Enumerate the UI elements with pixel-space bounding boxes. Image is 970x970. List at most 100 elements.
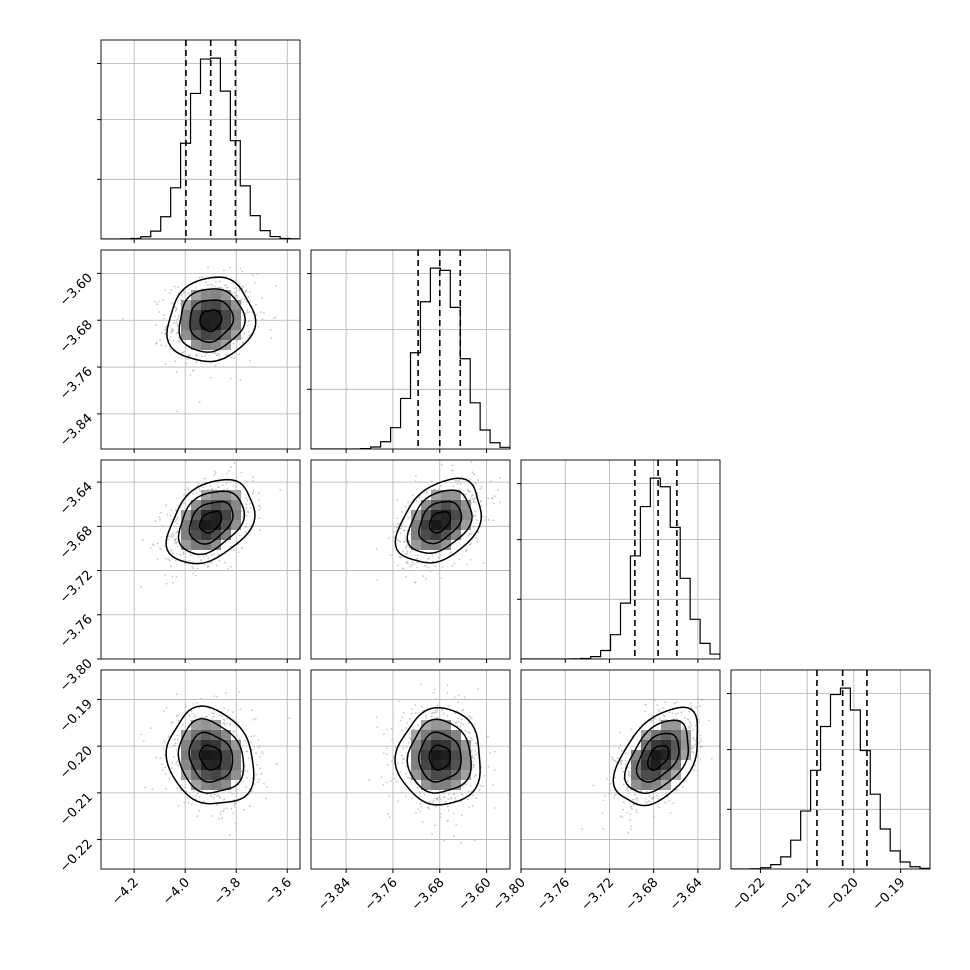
scatter-point <box>461 793 463 796</box>
scatter-point <box>230 466 232 468</box>
scatter-point <box>198 401 201 404</box>
density-cell <box>221 510 231 520</box>
x-tick-label: −3.84 <box>315 875 354 914</box>
x-tick-label: −0.21 <box>776 875 815 914</box>
scatter-point <box>474 723 476 726</box>
contour-3 <box>166 276 257 363</box>
density-cell <box>421 520 431 530</box>
scatter-point <box>409 565 412 568</box>
scatter-point <box>232 711 234 713</box>
scatter-point <box>407 517 410 520</box>
scatter-point <box>474 501 476 504</box>
scatter-point <box>227 709 230 712</box>
scatter-point <box>213 553 215 556</box>
scatter-point <box>627 792 630 795</box>
scatter-point <box>457 717 460 720</box>
scatter-point <box>173 744 176 747</box>
scatter-point <box>669 812 672 814</box>
scatter-point <box>202 800 205 803</box>
scatter-point <box>465 550 467 553</box>
scatter-point <box>172 552 174 555</box>
scatter-point <box>159 518 161 521</box>
scatter-point <box>434 565 437 567</box>
scatter-point <box>382 784 385 786</box>
scatter-point <box>696 769 699 772</box>
scatter-point <box>165 706 168 709</box>
contour-1 <box>418 731 462 783</box>
scatter-point <box>433 797 436 800</box>
scatter-point <box>162 710 165 713</box>
scatter-point <box>401 754 403 757</box>
scatter-point <box>440 463 443 466</box>
contour-1 <box>188 731 234 783</box>
scatter-point <box>428 566 430 569</box>
scatter-point <box>264 797 267 800</box>
density-cell <box>181 510 191 520</box>
scatter-point <box>492 502 495 505</box>
scatter-point <box>418 496 420 499</box>
scatter-point <box>187 489 190 491</box>
scatter-point <box>228 470 231 472</box>
scatter-point <box>175 763 177 765</box>
scatter-point <box>461 709 464 712</box>
scatter-point <box>431 801 434 803</box>
scatter-point <box>174 539 177 541</box>
scatter-point <box>657 798 660 800</box>
scatter-point <box>229 377 232 380</box>
density-cell <box>181 310 191 320</box>
scatter-point <box>270 337 273 339</box>
density-cell <box>421 540 431 550</box>
density-cell <box>451 530 461 540</box>
scatter-point <box>250 741 253 744</box>
scatter-point <box>396 538 398 541</box>
scatter-point <box>242 341 245 344</box>
scatter-point <box>189 554 192 556</box>
scatter-point <box>415 561 418 563</box>
scatter-point <box>396 499 399 502</box>
scatter-point <box>635 811 638 814</box>
scatter-point <box>389 554 392 557</box>
scatter-point <box>386 753 389 755</box>
scatter-point <box>665 792 667 794</box>
scatter-point <box>700 698 702 701</box>
scatter-point <box>242 780 245 783</box>
scatter-point <box>451 464 454 467</box>
x-tick-label: −3.72 <box>578 875 617 914</box>
scatter-point <box>671 712 674 715</box>
scatter-point <box>407 562 409 565</box>
scatter-point <box>218 357 221 360</box>
scatter-point <box>425 492 428 495</box>
scatter-point <box>167 558 170 561</box>
scatter-point <box>244 313 247 315</box>
scatter-point <box>436 709 439 712</box>
scatter-point <box>219 714 222 717</box>
scatter-point <box>404 505 407 508</box>
scatter-point <box>631 807 633 810</box>
scatter-point <box>174 360 177 363</box>
scatter-point <box>630 828 632 830</box>
scatter-point <box>161 525 164 528</box>
scatter-point <box>402 711 405 714</box>
scatter-point <box>469 784 472 787</box>
scatter-point <box>692 751 695 753</box>
scatter-point <box>170 509 173 512</box>
scatter-point <box>388 816 391 819</box>
scatter-point <box>622 770 624 773</box>
scatter-point <box>460 718 463 721</box>
scatter-point <box>425 577 427 580</box>
scatter-point <box>218 794 220 797</box>
scatter-point <box>475 742 478 744</box>
scatter-point <box>472 766 475 768</box>
scatter-point <box>246 770 249 773</box>
scatter-point <box>226 354 229 356</box>
density-cell <box>431 780 441 790</box>
scatter-point <box>206 284 209 286</box>
panel-0-2 <box>97 459 301 663</box>
scatter-point <box>218 559 221 562</box>
scatter-point <box>368 779 371 781</box>
scatter-point <box>655 794 658 797</box>
scatter-point <box>457 720 460 723</box>
scatter-point <box>244 503 247 506</box>
scatter-point <box>192 369 194 372</box>
scatter-point <box>161 763 164 766</box>
